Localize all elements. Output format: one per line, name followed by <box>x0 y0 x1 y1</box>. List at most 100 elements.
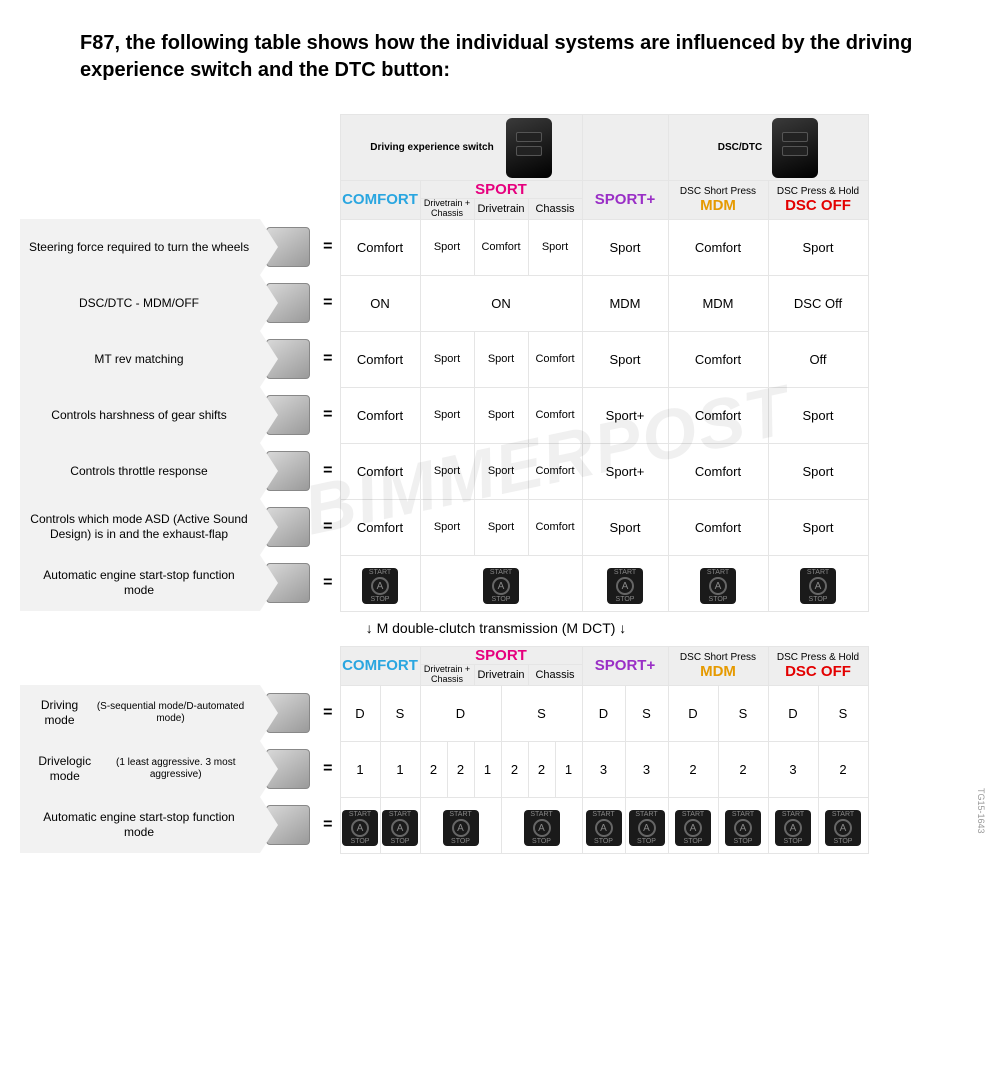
start-stop-icon: STARTASTOP <box>382 810 418 846</box>
dsc-dtc-icon <box>772 118 818 178</box>
hdr2-dscoff: DSC OFF <box>785 663 851 680</box>
cell: Sport <box>420 499 474 555</box>
hdr2-sportplus: SPORT+ <box>595 657 655 674</box>
start-stop-icon: STARTASTOP <box>629 810 665 846</box>
equals-icon: = <box>316 685 340 741</box>
cell: Comfort <box>528 331 582 387</box>
cell: Sport <box>582 331 668 387</box>
hdr2-sport-c: Chassis <box>535 669 574 681</box>
equals-icon: = <box>316 499 340 555</box>
cell: Comfort <box>528 499 582 555</box>
row-label: MT rev matching <box>20 331 260 387</box>
cell: 2 <box>447 741 474 797</box>
cell: 1 <box>474 741 501 797</box>
cell: S <box>625 685 668 741</box>
cell: Comfort <box>668 499 768 555</box>
cell: MDM <box>582 275 668 331</box>
equals-icon: = <box>316 219 340 275</box>
cell: 2 <box>501 741 528 797</box>
hdr-dscoff: DSC OFF <box>785 197 851 214</box>
dct-section-label: ↓ M double-clutch transmission (M DCT) ↓ <box>20 612 972 646</box>
cell: Sport <box>474 387 528 443</box>
cell: Comfort <box>474 219 528 275</box>
hdr-comfort: COMFORT <box>342 191 418 208</box>
hdr2-dscoff-sup: DSC Press & Hold <box>769 652 868 663</box>
modes-table-1: Driving experience switch DSC/DTC COMFOR… <box>20 114 869 612</box>
cell: Sport <box>768 387 868 443</box>
cell: 1 <box>555 741 582 797</box>
hdr-dscoff-sup: DSC Press & Hold <box>769 186 868 197</box>
hdr-sport: SPORT <box>475 181 527 198</box>
cell: Comfort <box>668 387 768 443</box>
start-stop-icon: STARTASTOP <box>825 810 861 846</box>
start-stop-icon: STARTASTOP <box>342 810 378 846</box>
cell: 1 <box>380 741 420 797</box>
cell: S <box>501 685 582 741</box>
hdr2-sport-a: Drivetrain + Chassis <box>424 664 470 684</box>
cell: D <box>420 685 501 741</box>
cell: 1 <box>340 741 380 797</box>
start-stop-icon: STARTASTOP <box>443 810 479 846</box>
cell: Sport <box>420 443 474 499</box>
start-stop-icon: STARTASTOP <box>700 568 736 604</box>
row-label: Controls throttle response <box>20 443 260 499</box>
equals-icon: = <box>316 741 340 797</box>
start-stop-icon: STARTASTOP <box>362 568 398 604</box>
cell: 2 <box>420 741 447 797</box>
start-stop-icon: STARTASTOP <box>607 568 643 604</box>
cell: 2 <box>718 741 768 797</box>
cell: D <box>340 685 380 741</box>
cell: Sport <box>420 387 474 443</box>
cell: Comfort <box>528 387 582 443</box>
cell: Comfort <box>668 219 768 275</box>
side-reference: TG15-1643 <box>976 788 986 834</box>
page-title: F87, the following table shows how the i… <box>80 30 932 84</box>
cell: Sport <box>528 219 582 275</box>
cell: 2 <box>668 741 718 797</box>
row-label: Automatic engine start-stop function mod… <box>20 797 260 853</box>
cell: Sport <box>474 499 528 555</box>
row-label: DSC/DTC - MDM/OFF <box>20 275 260 331</box>
cell: Sport <box>768 443 868 499</box>
hdr-mdm: MDM <box>700 197 736 214</box>
row-label: Driving mode(S-sequential mode/D-automat… <box>20 685 260 741</box>
cell: D <box>668 685 718 741</box>
cell: Comfort <box>340 331 420 387</box>
modes-table-2: COMFORT SPORT SPORT+ DSC Short Press MDM… <box>20 646 869 854</box>
cell: Sport <box>420 219 474 275</box>
cell: MDM <box>668 275 768 331</box>
cell: Sport <box>474 443 528 499</box>
cell: S <box>718 685 768 741</box>
cell: Sport <box>420 331 474 387</box>
cell: Sport <box>582 219 668 275</box>
equals-icon: = <box>316 275 340 331</box>
hdr2-mdm: MDM <box>700 663 736 680</box>
row-label: Controls which mode ASD (Active Sound De… <box>20 499 260 555</box>
start-stop-icon: STARTASTOP <box>725 810 761 846</box>
cell: Comfort <box>340 219 420 275</box>
dsc-dtc-label: DSC/DTC <box>718 142 762 153</box>
hdr-sport-c: Chassis <box>535 203 574 215</box>
cell: Comfort <box>668 331 768 387</box>
hdr2-comfort: COMFORT <box>342 657 418 674</box>
start-stop-icon: STARTASTOP <box>775 810 811 846</box>
cell: Comfort <box>668 443 768 499</box>
equals-icon: = <box>316 387 340 443</box>
start-stop-icon: STARTASTOP <box>524 810 560 846</box>
start-stop-icon: STARTASTOP <box>675 810 711 846</box>
cell: 3 <box>582 741 625 797</box>
cell: DSC Off <box>768 275 868 331</box>
cell: Sport <box>768 499 868 555</box>
cell: ON <box>340 275 420 331</box>
cell: Comfort <box>340 443 420 499</box>
cell: Off <box>768 331 868 387</box>
hdr2-mdm-sup: DSC Short Press <box>669 652 768 663</box>
cell: Comfort <box>528 443 582 499</box>
cell: S <box>380 685 420 741</box>
cell: Comfort <box>340 387 420 443</box>
driving-switch-icon <box>506 118 552 178</box>
cell: S <box>818 685 868 741</box>
cell: 2 <box>528 741 555 797</box>
hdr-mdm-sup: DSC Short Press <box>669 186 768 197</box>
equals-icon: = <box>316 443 340 499</box>
